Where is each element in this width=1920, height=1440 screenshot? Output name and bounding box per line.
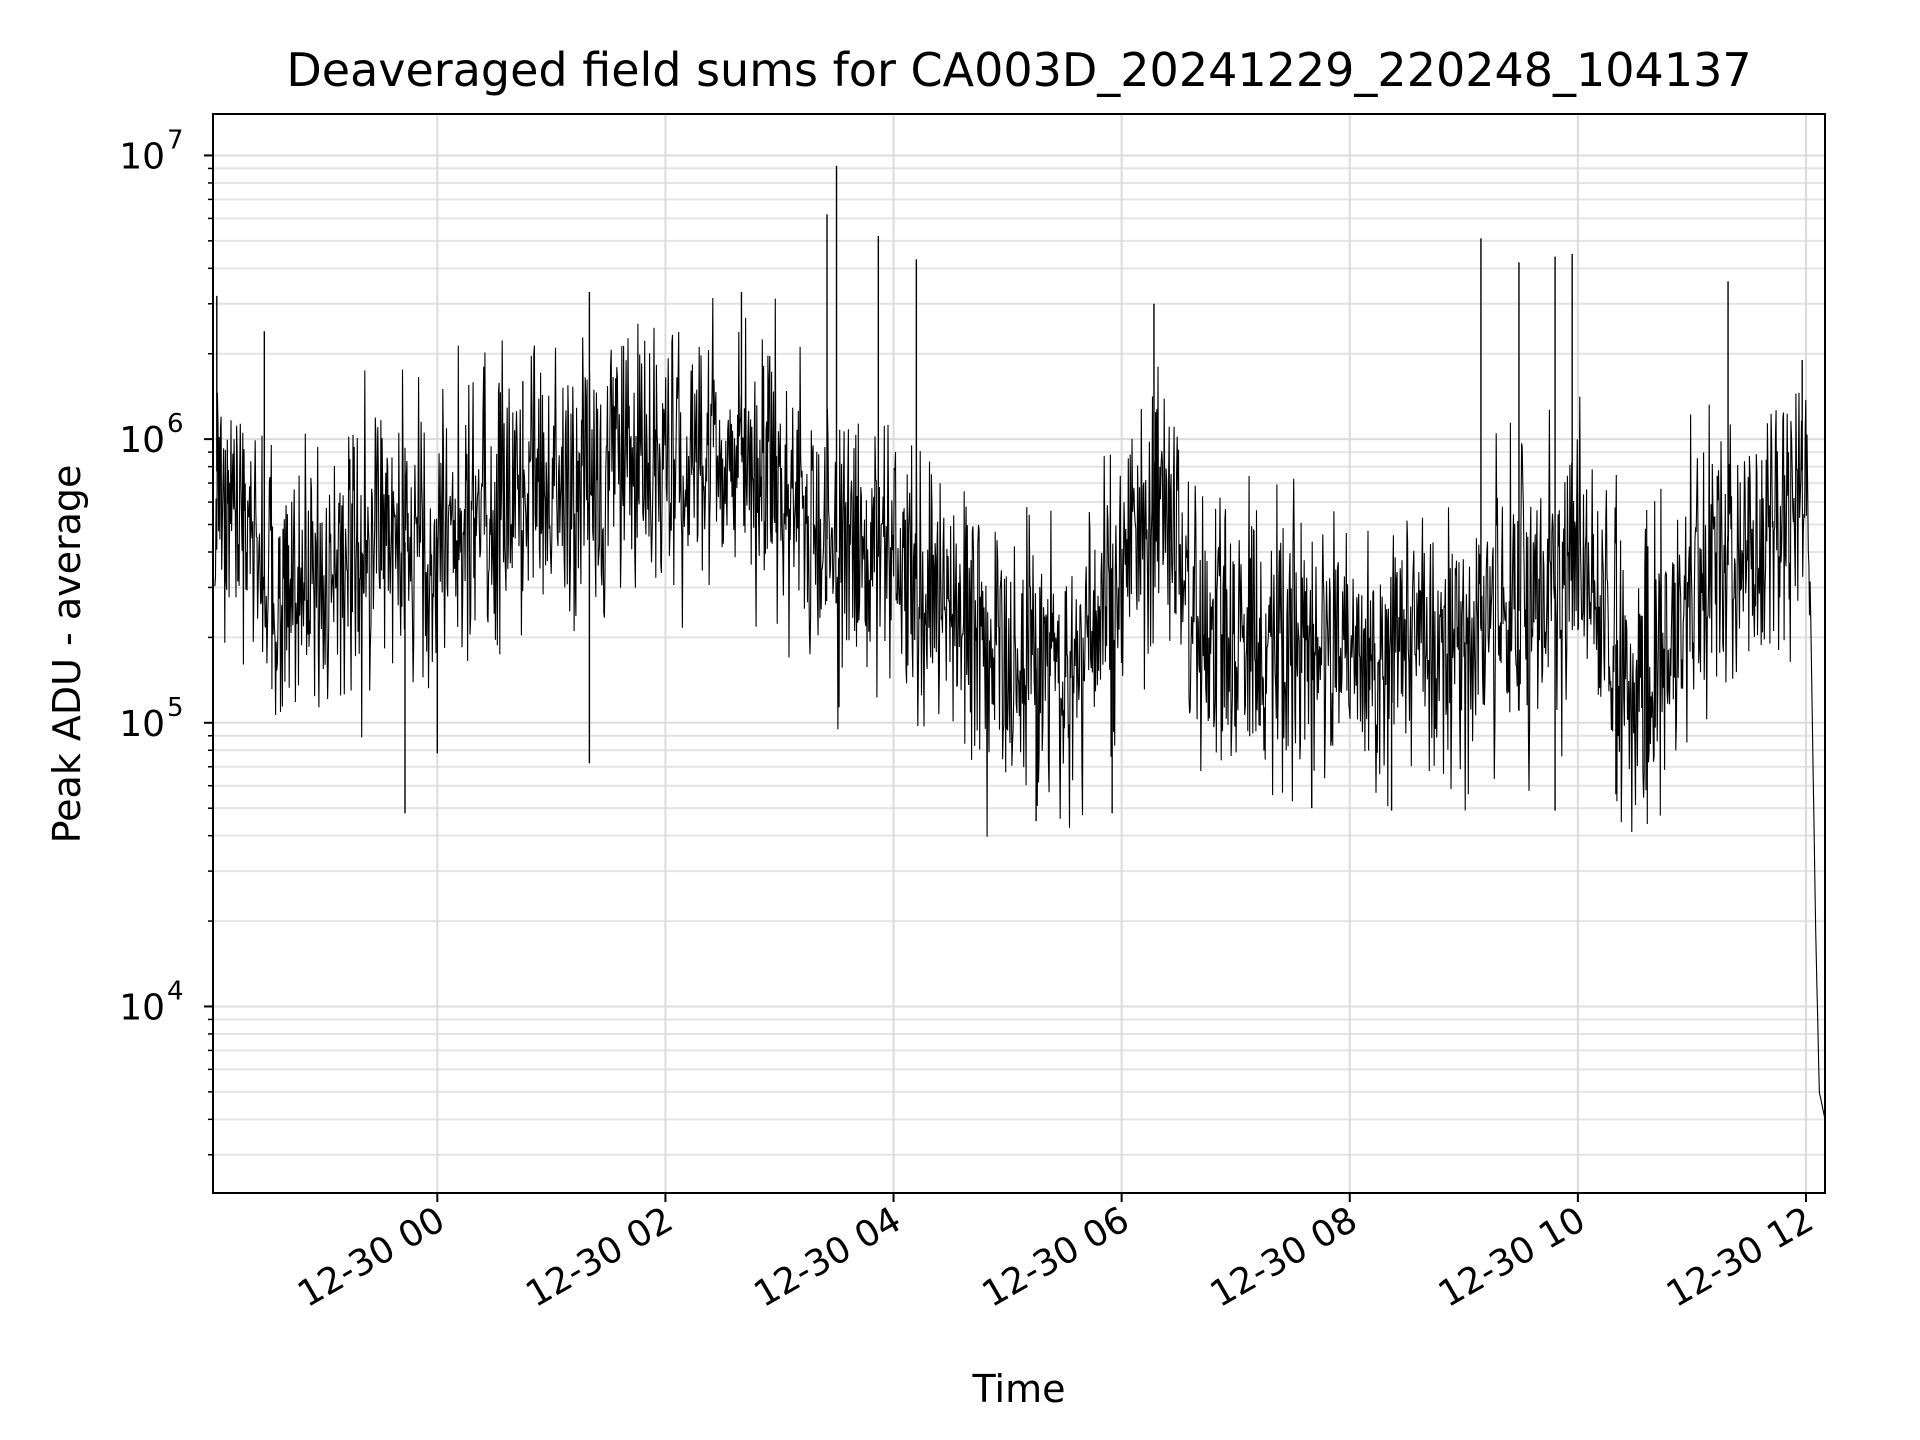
y-tick-label: 10 bbox=[119, 987, 165, 1028]
series-group bbox=[214, 165, 1826, 1120]
grid bbox=[213, 114, 1825, 1193]
x-axis-label: Time bbox=[972, 1367, 1066, 1411]
y-tick-label-exponent: 6 bbox=[167, 409, 184, 439]
y-tick-label-exponent: 4 bbox=[167, 976, 184, 1006]
series-line bbox=[214, 297, 1826, 1120]
y-axis-label: Peak ADU - average bbox=[45, 465, 89, 844]
y-tick-label: 10 bbox=[119, 136, 165, 177]
y-tick-label-exponent: 5 bbox=[167, 693, 184, 723]
y-tick-label: 10 bbox=[119, 704, 165, 745]
chart-title: Deaveraged field sums for CA003D_2024122… bbox=[286, 43, 1751, 97]
y-tick-label: 10 bbox=[119, 420, 165, 461]
plot-frame bbox=[212, 113, 1826, 1194]
y-tick-label-exponent: 7 bbox=[167, 125, 184, 155]
